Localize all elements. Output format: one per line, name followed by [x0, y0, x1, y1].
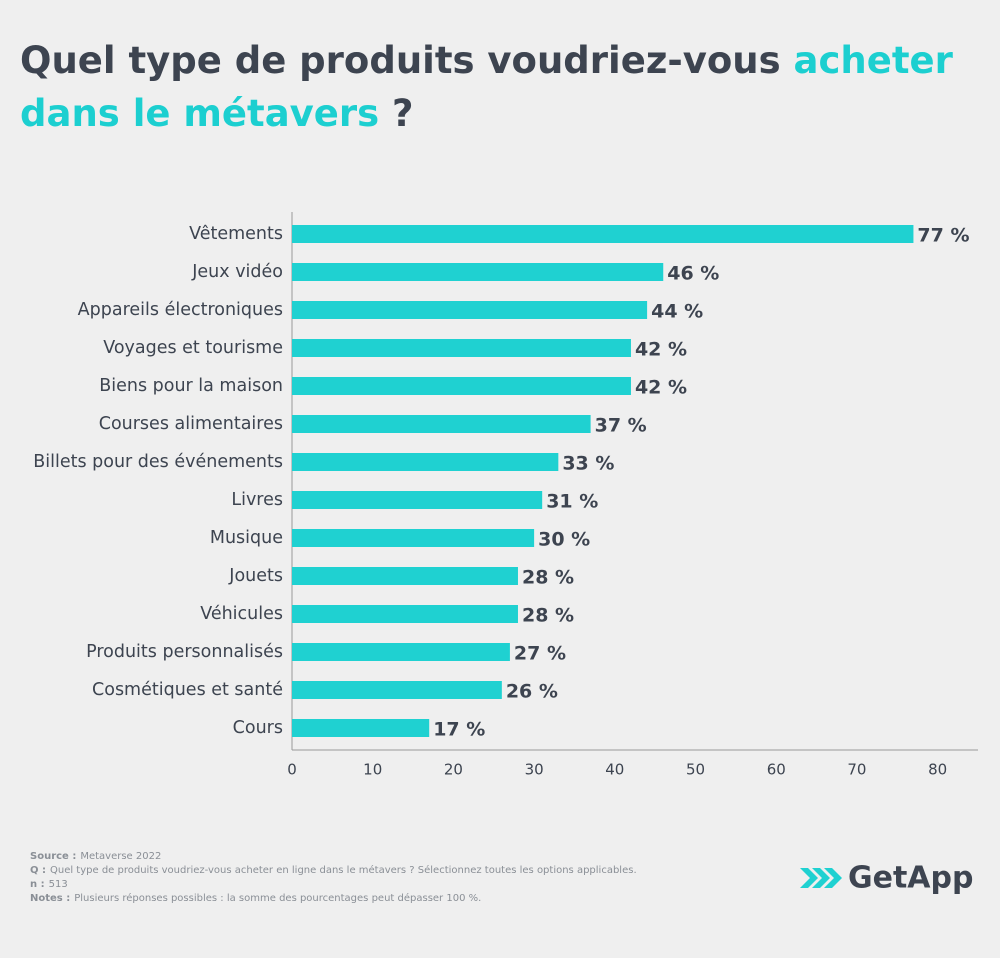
- bar: [292, 225, 914, 243]
- y-tick-label: Véhicules: [200, 604, 283, 624]
- title-segment: acheter: [794, 39, 954, 82]
- bar: [292, 415, 591, 433]
- value-label: 28 %: [522, 567, 574, 589]
- y-tick-label: Biens pour la maison: [99, 376, 283, 396]
- bar: [292, 491, 543, 509]
- value-label: 33 %: [562, 453, 614, 475]
- bar: [292, 605, 518, 623]
- note-text: Metaverse 2022: [80, 851, 161, 862]
- y-tick-label: Produits personnalisés: [86, 642, 283, 662]
- note: Notes : Plusieurs réponses possibles : la…: [30, 892, 481, 904]
- value-label: 77 %: [917, 225, 969, 247]
- bar: [292, 681, 502, 699]
- y-tick-label: Vêtements: [189, 224, 283, 244]
- x-tick-label: 80: [928, 761, 947, 779]
- note-text: 513: [49, 879, 68, 890]
- x-tick-label: 70: [847, 761, 866, 779]
- note-label: n :: [30, 879, 45, 890]
- x-tick-label: 10: [363, 761, 382, 779]
- bar: [292, 339, 631, 357]
- x-tick-label: 0: [287, 761, 297, 779]
- y-tick-label: Billets pour des événements: [33, 452, 283, 472]
- y-tick-label: Cosmétiques et santé: [92, 680, 283, 700]
- note-label: Q :: [30, 865, 46, 876]
- value-label: 37 %: [595, 415, 647, 437]
- bar: [292, 301, 648, 319]
- value-label: 31 %: [546, 491, 598, 513]
- logo-chevron: [824, 868, 842, 888]
- bar: [292, 453, 559, 471]
- bar: [292, 643, 510, 661]
- bar: [292, 377, 631, 395]
- title-segment: dans le métavers: [20, 92, 379, 135]
- value-label: 42 %: [635, 339, 687, 361]
- logo-text: GetApp: [848, 861, 973, 896]
- value-label: 27 %: [514, 643, 566, 665]
- note-label: Source :: [30, 851, 76, 862]
- value-label: 26 %: [506, 681, 558, 703]
- y-tick-label: Jeux vidéo: [191, 262, 283, 282]
- x-tick-label: 50: [686, 761, 705, 779]
- note: Source : Metaverse 2022: [30, 851, 161, 862]
- value-label: 30 %: [538, 529, 590, 551]
- logo-chevron: [800, 868, 818, 888]
- y-tick-label: Musique: [210, 528, 283, 548]
- logo-chevron: [812, 868, 830, 888]
- note: Q : Quel type de produits voudriez-vous a…: [30, 864, 637, 876]
- bar: [292, 719, 430, 737]
- y-tick-label: Courses alimentaires: [99, 414, 283, 434]
- logo: GetApp: [800, 861, 973, 896]
- chart-title: Quel type de produits voudriez-vous ache…: [20, 39, 954, 82]
- y-tick-label: Appareils électroniques: [78, 300, 283, 320]
- x-tick-label: 30: [525, 761, 544, 779]
- y-tick-label: Voyages et tourisme: [103, 338, 283, 358]
- note-text: Plusieurs réponses possibles : la somme …: [74, 892, 481, 904]
- x-tick-label: 60: [767, 761, 786, 779]
- bar: [292, 529, 535, 547]
- note-label: Notes :: [30, 893, 70, 904]
- y-tick-label: Jouets: [228, 566, 283, 586]
- y-tick-label: Cours: [233, 718, 283, 738]
- y-tick-label: Livres: [231, 490, 283, 510]
- note-text: Quel type de produits voudriez-vous ache…: [50, 864, 637, 876]
- chart-title: dans le métavers ?: [20, 92, 414, 135]
- value-label: 46 %: [667, 263, 719, 285]
- note: n : 513: [30, 879, 68, 890]
- x-tick-label: 40: [605, 761, 624, 779]
- value-label: 44 %: [651, 301, 703, 323]
- value-label: 17 %: [433, 719, 485, 741]
- bar: [292, 263, 664, 281]
- value-label: 42 %: [635, 377, 687, 399]
- bar: [292, 567, 518, 585]
- title-segment: Quel type de produits voudriez-vous: [20, 39, 794, 82]
- x-tick-label: 20: [444, 761, 463, 779]
- value-label: 28 %: [522, 605, 574, 627]
- title-segment: ?: [379, 92, 413, 135]
